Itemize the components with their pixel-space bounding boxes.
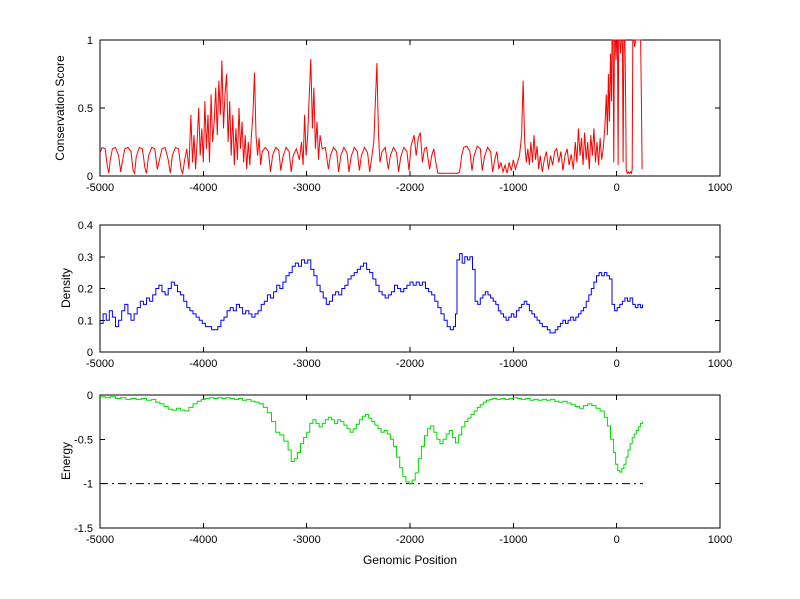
x-tick-label: 1000 bbox=[708, 182, 732, 194]
x-tick-label: -1000 bbox=[499, 534, 527, 546]
x-tick-label: -2000 bbox=[396, 534, 424, 546]
x-tick-label: -2000 bbox=[396, 358, 424, 370]
x-tick-label: -5000 bbox=[86, 358, 114, 370]
x-tick-label: -2000 bbox=[396, 182, 424, 194]
axes-box bbox=[99, 224, 721, 353]
series-density bbox=[100, 253, 643, 334]
x-tick-label: -4000 bbox=[189, 182, 217, 194]
x-tick-label: -1000 bbox=[499, 358, 527, 370]
x-tick-label: 0 bbox=[614, 182, 620, 194]
y-tick-label: 0.2 bbox=[78, 284, 93, 296]
subplot-0: -5000 -4000 -3000 -2000 -1000 0 1000 0 0.5 1 bbox=[78, 35, 733, 194]
ylabel-density: Density bbox=[59, 267, 73, 309]
y-tick-label: 0.3 bbox=[78, 252, 93, 264]
y-tick-label: -0.5 bbox=[74, 434, 93, 446]
x-tick-label: 1000 bbox=[708, 358, 732, 370]
xlabel-genomic-position: Genomic Position bbox=[362, 553, 458, 567]
x-tick-label: 0 bbox=[614, 358, 620, 370]
y-tick-label: -1 bbox=[83, 479, 93, 491]
series-energy bbox=[100, 396, 643, 485]
x-tick-label: 1000 bbox=[708, 534, 732, 546]
y-tick-label: 0 bbox=[87, 390, 93, 402]
x-tick-label: -4000 bbox=[189, 358, 217, 370]
y-tick-label: -1.5 bbox=[74, 523, 93, 535]
y-tick-label: 0.5 bbox=[78, 103, 93, 115]
series-conservation-score bbox=[99, 39, 643, 176]
x-tick-label: -3000 bbox=[293, 358, 321, 370]
ylabel-conservation-score: Conservation Score bbox=[53, 55, 67, 161]
y-tick-label: 0.1 bbox=[78, 315, 93, 327]
x-tick-label: -3000 bbox=[293, 182, 321, 194]
y-tick-label: 0 bbox=[87, 171, 93, 183]
x-tick-label: -5000 bbox=[86, 182, 114, 194]
x-tick-label: -4000 bbox=[189, 534, 217, 546]
subplot-2: -5000 -4000 -3000 -2000 -1000 0 1000 -1.5 -1 -0.5… bbox=[74, 390, 732, 546]
x-tick-label: -3000 bbox=[293, 534, 321, 546]
y-tick-label: 1 bbox=[87, 35, 93, 47]
ylabel-energy: Energy bbox=[59, 441, 73, 481]
y-tick-label: 0 bbox=[87, 347, 93, 359]
subplot-1: -5000 -4000 -3000 -2000 -1000 0 1000 0 0.1 0.2 0.3… bbox=[78, 220, 733, 370]
y-tick-label: 0.4 bbox=[78, 220, 93, 232]
axes-box bbox=[99, 394, 721, 529]
x-tick-label: 0 bbox=[614, 534, 620, 546]
x-tick-label: -1000 bbox=[499, 182, 527, 194]
x-tick-label: -5000 bbox=[86, 534, 114, 546]
